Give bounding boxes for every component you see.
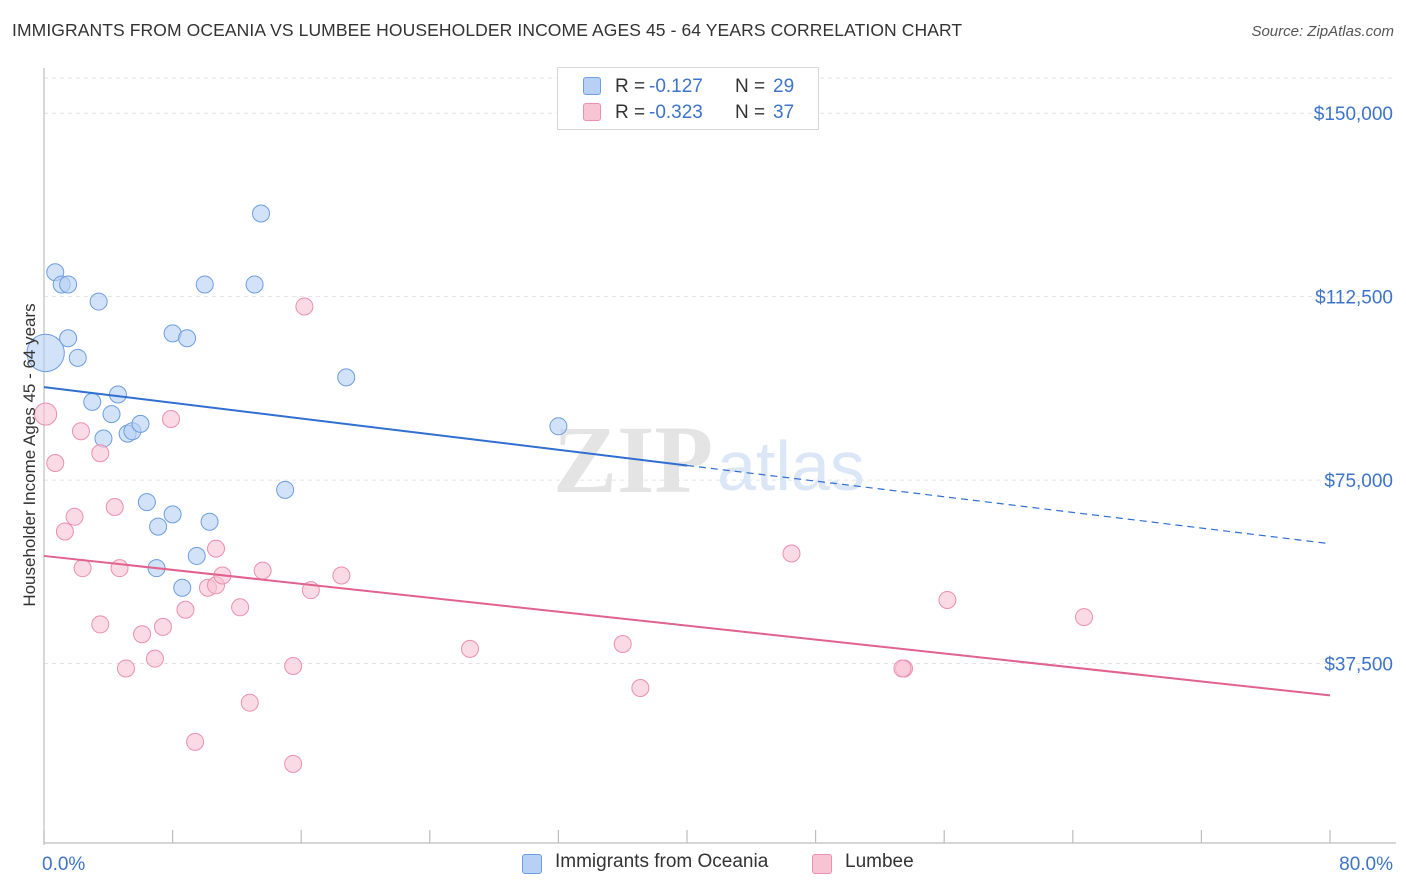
legend-swatch-oceania: [583, 77, 601, 95]
bottom-legend-label-lumbee: Lumbee: [845, 851, 914, 872]
data-points: [26, 204, 1094, 773]
oceania-point: [337, 368, 356, 387]
lumbee-point: [133, 625, 152, 644]
lumbee-point: [284, 657, 303, 676]
oceania-point: [94, 429, 113, 448]
lumbee-point: [176, 600, 195, 619]
lumbee-trend-line: [43, 554, 1331, 697]
lumbee-point: [110, 559, 129, 578]
lumbee-point: [295, 297, 314, 316]
lumbee-point: [186, 732, 205, 751]
legend-n-label: N =: [735, 102, 766, 123]
lumbee-point: [253, 561, 272, 580]
oceania-point: [89, 292, 108, 311]
x-tick-label: 0.0%: [42, 854, 85, 875]
lumbee-point: [284, 754, 303, 773]
oceania-point: [195, 275, 214, 294]
oceania-point: [26, 333, 65, 373]
oceania-point: [163, 505, 182, 524]
oceania-point: [549, 417, 568, 436]
lumbee-point: [116, 659, 135, 678]
lumbee-point: [613, 634, 632, 653]
legend-swatch-lumbee: [583, 103, 601, 121]
lumbee-point: [782, 544, 801, 563]
x-tick-label: 80.0%: [1339, 854, 1393, 875]
oceania-point: [200, 512, 219, 531]
y-tick-label: $112,500: [1315, 288, 1393, 309]
oceania-point: [245, 275, 264, 294]
legend-r-label: R =: [615, 76, 646, 97]
oceania-point: [102, 405, 121, 424]
oceania-point: [178, 329, 197, 348]
lumbee-point: [91, 444, 110, 463]
lumbee-point: [46, 454, 65, 472]
lumbee-point: [460, 639, 479, 658]
watermark: ZIP atlas: [553, 406, 865, 513]
bottom-legend-swatch-oceania: [522, 854, 542, 874]
oceania-point: [137, 493, 156, 512]
y-tick-label: $75,000: [1324, 471, 1393, 492]
lumbee-point: [153, 617, 172, 636]
lumbee-point: [631, 679, 650, 698]
bottom-legend-label-oceania: Immigrants from Oceania: [555, 851, 769, 872]
lumbee-point: [91, 615, 110, 634]
oceania-point: [59, 275, 78, 294]
oceania-point: [83, 392, 102, 411]
lumbee-point: [1075, 608, 1094, 627]
lumbee-point: [938, 590, 957, 609]
lumbee-point: [34, 402, 58, 426]
watermark-atlas: atlas: [717, 427, 865, 505]
lumbee-point: [73, 559, 92, 578]
tick-labels: $37,500 $75,000 $112,500 $150,000 0.0% 80.0% H…: [20, 104, 1393, 875]
lumbee-point: [231, 598, 250, 617]
y-tick-label: $37,500: [1324, 655, 1393, 676]
lumbee-point: [207, 539, 226, 558]
lumbee-point: [332, 566, 351, 585]
legend-n-label: N =: [735, 76, 766, 97]
oceania-point: [252, 204, 271, 223]
oceania-point: [187, 546, 206, 565]
lumbee-point: [71, 422, 90, 441]
oceania-point: [131, 414, 150, 433]
oceania-point: [68, 348, 87, 367]
lumbee-point: [145, 649, 164, 668]
chart-title: IMMIGRANTS FROM OCEANIA VS LUMBEE HOUSEH…: [12, 20, 963, 40]
legend-n-value: 29: [773, 76, 795, 97]
lumbee-point: [240, 693, 259, 712]
source-label: Source: ZipAtlas.com: [1251, 23, 1394, 40]
legend-n-value: 37: [773, 102, 795, 123]
stats-legend: R = -0.127 N = 29 R = -0.323 N = 37: [557, 67, 819, 130]
bottom-legend-swatch-lumbee: [812, 854, 832, 874]
y-tick-label: $150,000: [1314, 104, 1393, 125]
lumbee-point: [55, 522, 74, 541]
oceania-point: [173, 578, 192, 597]
trend-lines: [43, 386, 1331, 697]
legend-r-value: -0.323: [649, 102, 703, 123]
legend-r-value: -0.127: [649, 76, 703, 97]
lumbee-point: [105, 498, 124, 517]
oceania-point: [59, 329, 78, 348]
y-axis-title: Householder Income Ages 45 - 64 years: [20, 303, 39, 606]
axes: [43, 68, 1396, 845]
lumbee-point: [893, 659, 912, 678]
legend-r-label: R =: [615, 102, 646, 123]
gridlines: [44, 77, 1396, 665]
oceania-point: [149, 517, 168, 536]
lumbee-point: [161, 409, 180, 428]
lumbee-point: [65, 507, 84, 526]
oceania-point: [276, 480, 295, 499]
oceania-trend-line: [43, 386, 688, 467]
